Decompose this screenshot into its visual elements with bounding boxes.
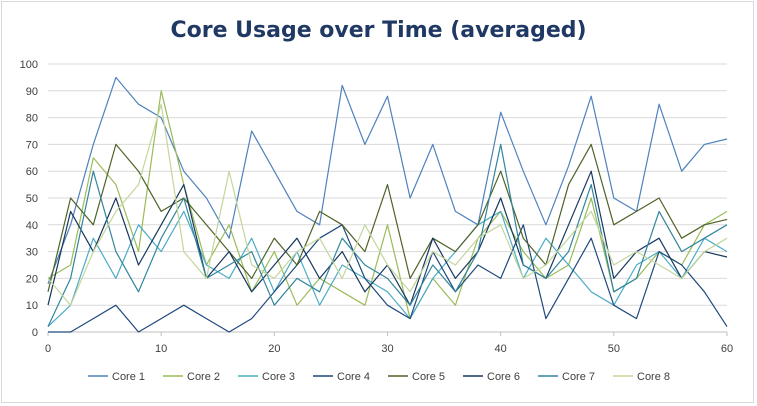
legend-label-core-6: Core 6: [487, 371, 520, 383]
x-tick-label: 60: [721, 343, 733, 355]
legend-label-core-2: Core 2: [187, 371, 220, 383]
x-tick-label: 40: [495, 343, 507, 355]
y-tick-label: 0: [32, 327, 38, 339]
y-tick-label: 40: [26, 220, 38, 232]
legend-label-core-1: Core 1: [112, 371, 145, 383]
y-tick-label: 10: [26, 300, 38, 312]
y-tick-label: 100: [20, 59, 38, 71]
x-tick-label: 30: [381, 343, 393, 355]
y-tick-label: 50: [26, 193, 38, 205]
x-tick-label: 10: [155, 343, 167, 355]
chart-title: Core Usage over Time (averaged): [170, 18, 587, 43]
y-tick-label: 60: [26, 166, 38, 178]
y-tick-label: 30: [26, 247, 38, 259]
legend-label-core-4: Core 4: [337, 371, 370, 383]
y-tick-label: 80: [26, 113, 38, 125]
series-line-core-7: [47, 143, 728, 327]
x-tick-label: 50: [608, 343, 620, 355]
series-line-core-1: [47, 76, 728, 285]
y-tick-label: 20: [26, 273, 38, 285]
legend-label-core-8: Core 8: [637, 371, 670, 383]
y-tick-label: 70: [26, 139, 38, 151]
series-line-core-8: [47, 103, 728, 306]
legend: Core 1 Core 2 Core 3 Core 4 Core 5 Core 6 Core…: [88, 371, 670, 383]
series-layer: [47, 76, 728, 333]
x-tick-label: 20: [268, 343, 280, 355]
series-line-core-3: [47, 210, 728, 328]
y-tick-label: 90: [26, 86, 38, 98]
legend-label-core-5: Core 5: [412, 371, 445, 383]
series-line-core-5: [47, 143, 728, 292]
tick-layer: 0 10 20 30 40 50 60 70 80 90 100 0 10 20 30 40 50 60: [20, 59, 733, 355]
series-line-core-4: [48, 224, 728, 333]
legend-label-core-7: Core 7: [562, 371, 595, 383]
x-tick-label: 0: [45, 343, 51, 355]
legend-label-core-3: Core 3: [262, 371, 295, 383]
